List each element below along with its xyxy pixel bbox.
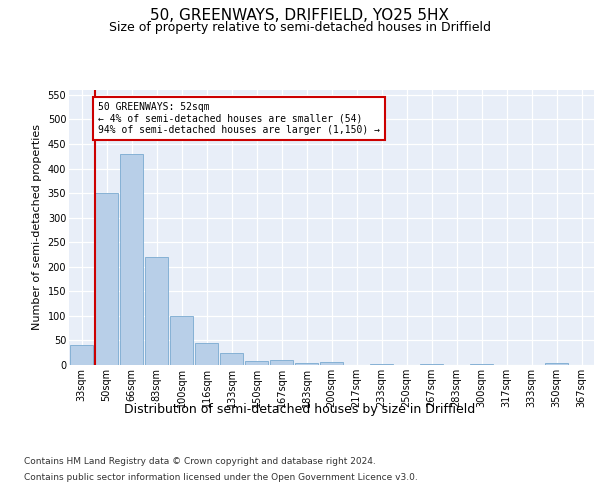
Text: Contains public sector information licensed under the Open Government Licence v3: Contains public sector information licen…	[24, 472, 418, 482]
Bar	[145, 257, 168, 365]
Bar	[420, 364, 443, 365]
Bar	[70, 346, 93, 365]
Text: Size of property relative to semi-detached houses in Driffield: Size of property relative to semi-detach…	[109, 21, 491, 34]
Text: 50, GREENWAYS, DRIFFIELD, YO25 5HX: 50, GREENWAYS, DRIFFIELD, YO25 5HX	[151, 8, 449, 22]
Bar	[295, 362, 318, 365]
Bar	[245, 361, 268, 365]
Bar	[195, 343, 218, 365]
Bar	[120, 154, 143, 365]
Bar	[220, 352, 243, 365]
Bar	[470, 364, 493, 365]
Text: 50 GREENWAYS: 52sqm
← 4% of semi-detached houses are smaller (54)
94% of semi-de: 50 GREENWAYS: 52sqm ← 4% of semi-detache…	[98, 102, 380, 136]
Text: Contains HM Land Registry data © Crown copyright and database right 2024.: Contains HM Land Registry data © Crown c…	[24, 458, 376, 466]
Text: Distribution of semi-detached houses by size in Driffield: Distribution of semi-detached houses by …	[124, 402, 476, 415]
Bar	[320, 362, 343, 365]
Bar	[545, 362, 568, 365]
Bar	[270, 360, 293, 365]
Bar	[95, 193, 118, 365]
Y-axis label: Number of semi-detached properties: Number of semi-detached properties	[32, 124, 42, 330]
Bar	[170, 316, 193, 365]
Bar	[370, 364, 393, 365]
